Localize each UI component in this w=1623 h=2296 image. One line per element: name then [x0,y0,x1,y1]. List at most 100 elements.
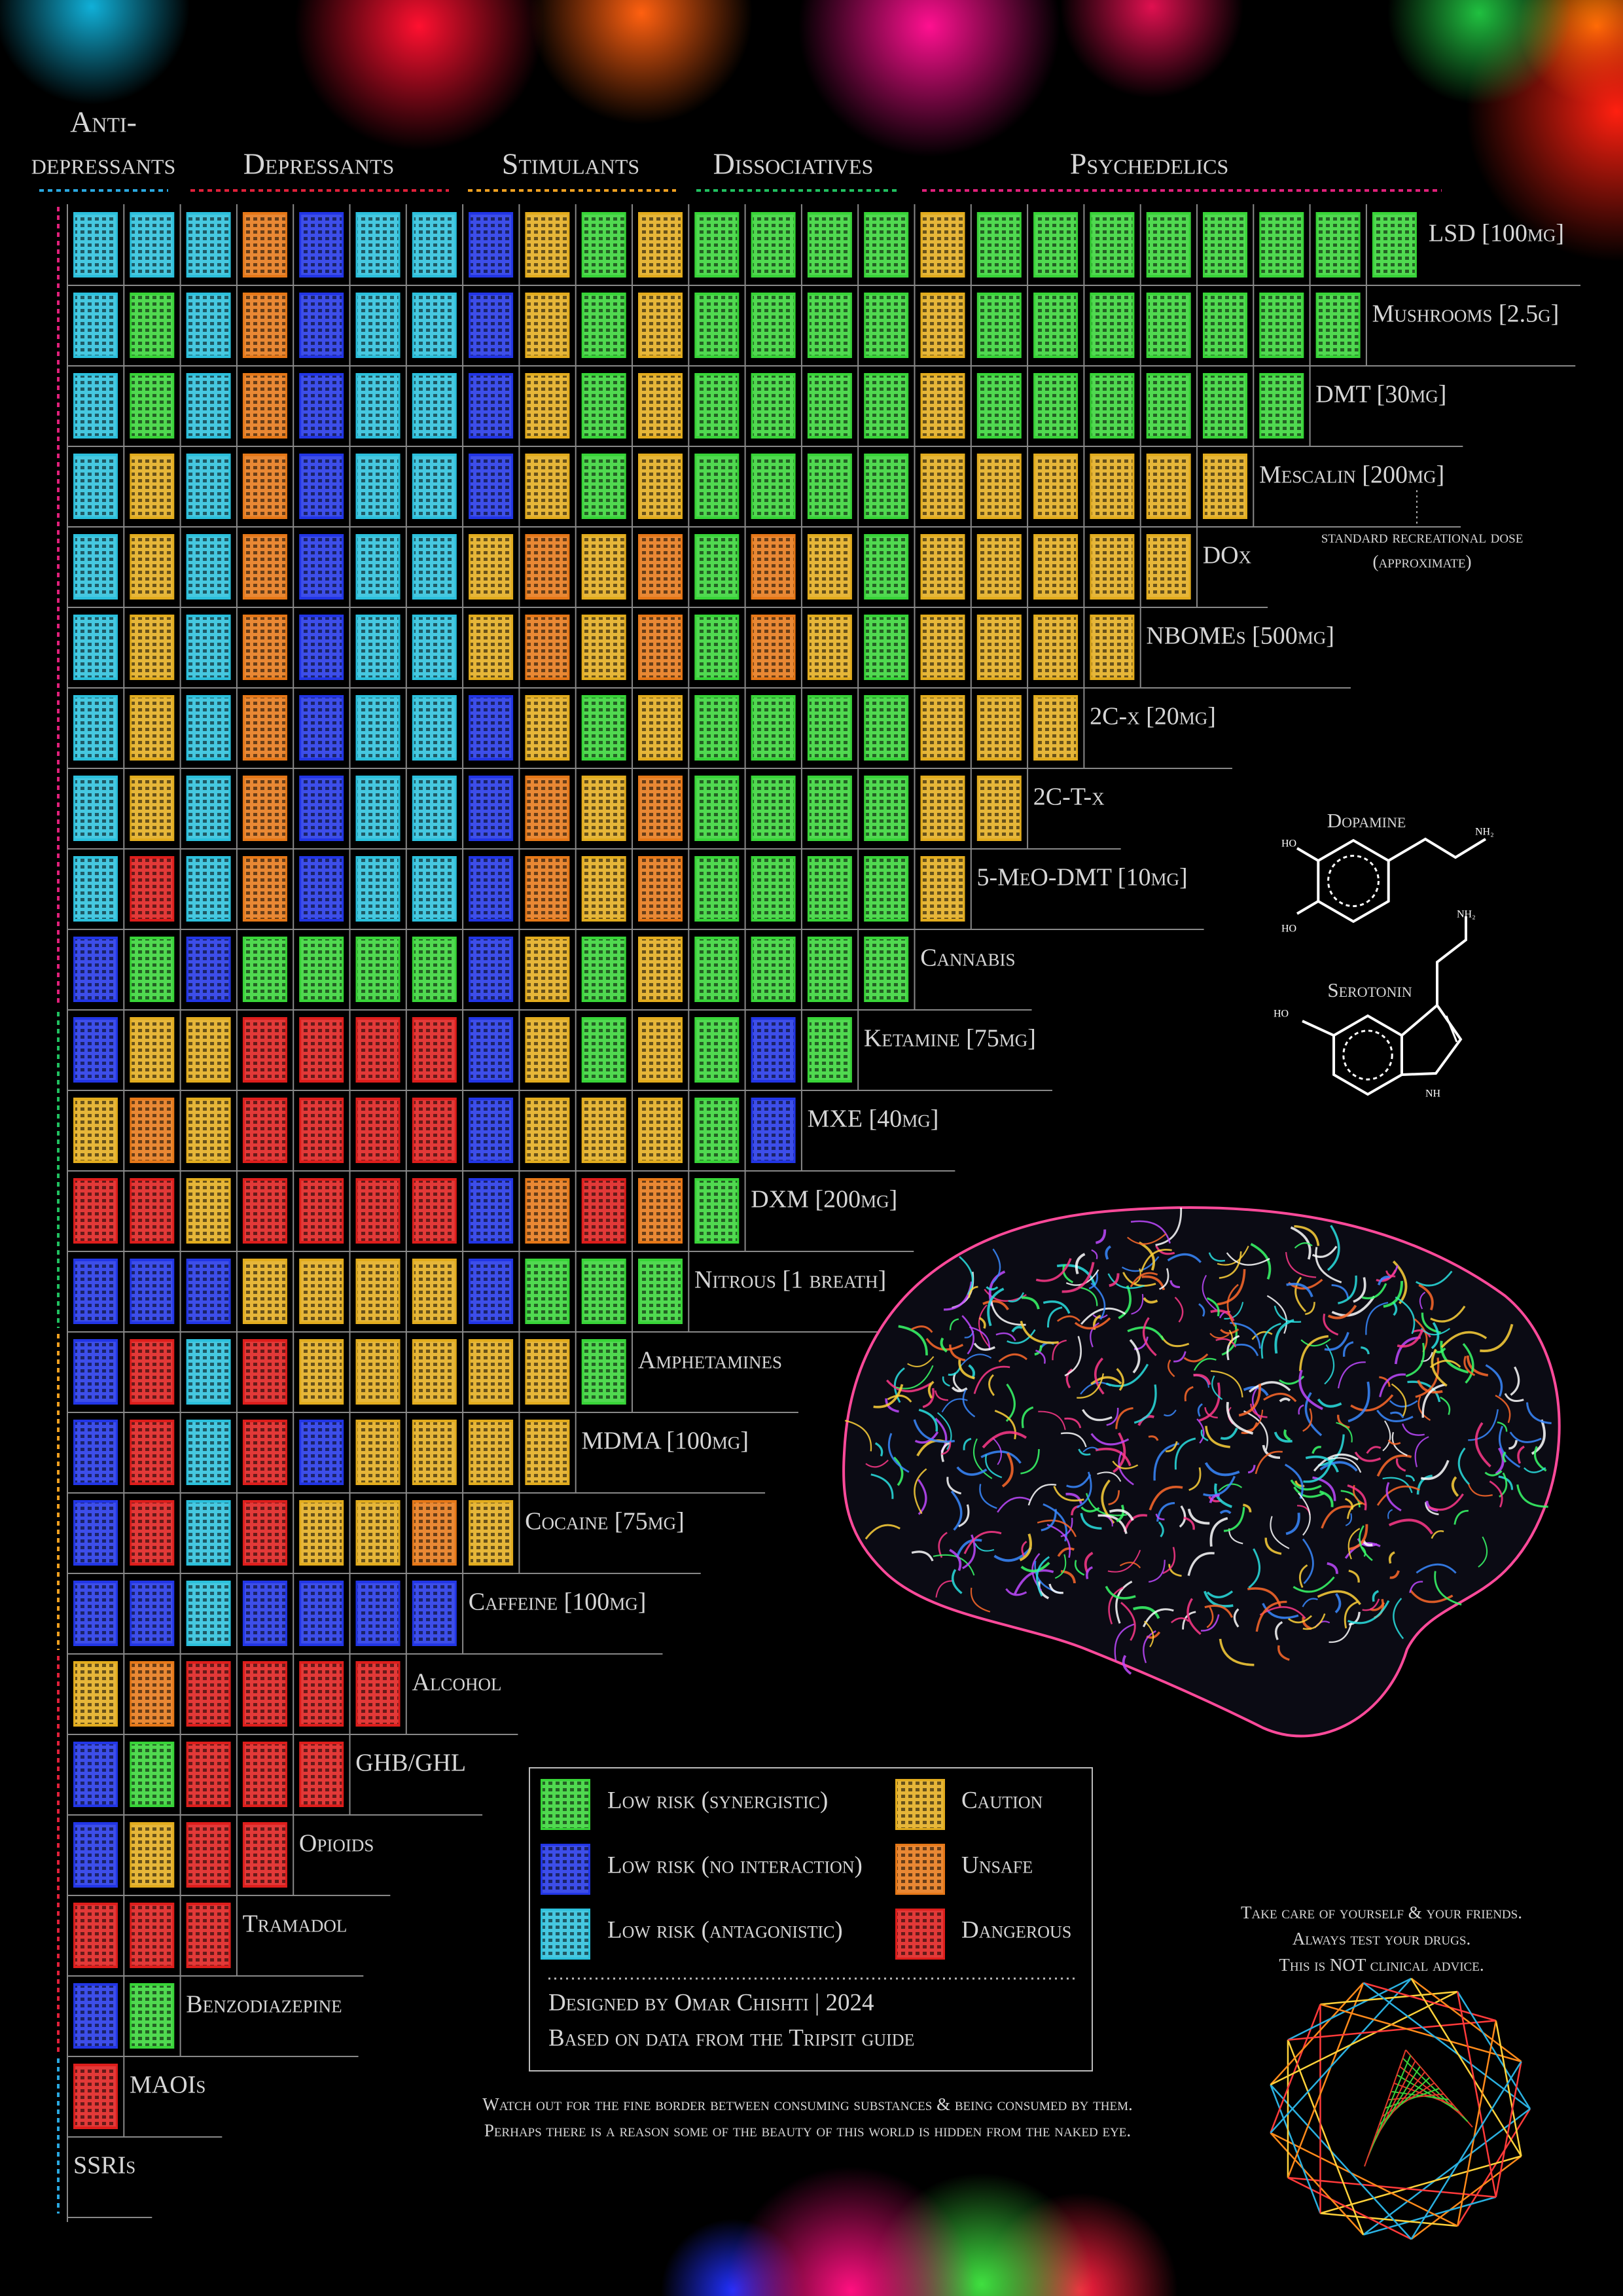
brain-fold [1274,1431,1293,1443]
cell-texture [583,1342,624,1402]
molecule-name: Serotonin [1327,978,1412,1001]
brain-fold [1463,1355,1476,1376]
cell-texture [978,295,1020,355]
spiro-line [1410,1978,1522,2157]
cell-texture [640,456,681,516]
cell-texture [696,456,738,516]
brain-fold [1416,1475,1433,1495]
brain-fold [1395,1458,1406,1472]
brain-fold [887,1394,912,1403]
brain-fold [1523,1467,1546,1473]
spiro-line [1270,2132,1364,2236]
brain-fold [1344,1498,1353,1510]
cell-texture [809,376,850,436]
brain-fold [1484,1470,1503,1477]
cell-texture [696,698,738,758]
cell-texture [244,295,285,355]
legend-label: Caution [961,1787,1043,1814]
cell-texture [809,295,850,355]
cell-texture [357,1342,399,1402]
cell-texture [301,939,342,999]
brain-fold [1158,1268,1169,1290]
cell-texture [414,215,455,275]
cell-texture [1092,295,1133,355]
brain-fold [1345,1513,1353,1526]
spiro-line [1320,2212,1458,2227]
spiro-line [1410,1977,1522,2062]
brain-fold [1165,1441,1178,1452]
brain-fold [1064,1417,1082,1429]
cell-texture [244,456,285,516]
cell-texture [414,1342,455,1402]
molecule-bond [1400,1003,1463,1076]
cell-texture [414,1422,455,1482]
brain-fold [1389,1400,1418,1408]
cell-texture [640,215,681,275]
brain-fold [1221,1322,1238,1356]
brain-fold [1019,1534,1032,1562]
cell-texture [132,456,173,516]
cell-texture [753,295,794,355]
cell-texture [301,698,342,758]
brain-fold [918,1408,938,1432]
cell-texture [1148,295,1189,355]
brain-fold [1275,1621,1283,1640]
brain-fold [1405,1342,1425,1377]
row-label: Ketamine [75mg] [864,1025,1036,1052]
brain-fold [1197,1403,1203,1417]
cell-texture [357,456,399,516]
molecule-bond [1445,1015,1458,1043]
cell-texture [75,859,116,919]
molecule-bond [1296,900,1319,915]
annotation: (approximate) [1372,552,1471,571]
brain-fold [1224,1302,1244,1319]
cell-texture [640,1261,681,1321]
brain-fold [1020,1320,1059,1344]
cell-texture [471,859,512,919]
brain-fold [1056,1264,1096,1287]
brain-fold [1286,1283,1313,1298]
cell-texture [244,778,285,838]
cell-texture [244,215,285,275]
row-label: Cannabis [920,944,1015,972]
brain-fold [946,1477,962,1495]
brain-fold [985,1454,1003,1479]
cell-texture [640,939,681,999]
brain-fold [927,1380,935,1399]
cell-texture [75,295,116,355]
brain-fold [1035,1258,1072,1282]
brain-fold [1300,1338,1331,1347]
brain-fold [1495,1394,1511,1424]
brain-fold [1304,1391,1323,1437]
molecule-aromatic [1342,1030,1393,1081]
brain-fold [1204,1604,1234,1618]
brain-fold [1420,1460,1450,1480]
brain-fold [1394,1336,1421,1365]
brain-fold [1361,1346,1370,1355]
spiro-line [1363,1982,1531,2109]
brain-fold [1108,1587,1124,1624]
cell-texture [188,1583,229,1643]
cell-texture [132,1342,173,1402]
brain-fold [1228,1329,1233,1346]
brain-fold [1107,1549,1141,1573]
brain-fold [1290,1479,1322,1491]
row-label: DOx [1203,542,1252,569]
brain-fold [973,1365,1010,1394]
cell-texture [301,1342,342,1402]
brain-fold [1249,1403,1268,1418]
brain-fold [1082,1408,1113,1422]
brain-fold [1313,1453,1359,1472]
cell-texture [132,215,173,275]
cell-texture [188,1503,229,1563]
spiro-line [1457,2108,1531,2227]
brain-fold [1391,1383,1407,1417]
spiro-line [1287,2039,1364,2235]
brain-fold [1395,1296,1416,1335]
brain-fold [1270,1516,1290,1549]
legend-box [529,1767,1093,2072]
brain-fold [1053,1486,1084,1502]
brain-fold [1107,1273,1145,1289]
cell-texture [357,939,399,999]
brain-fold [1036,1556,1050,1597]
